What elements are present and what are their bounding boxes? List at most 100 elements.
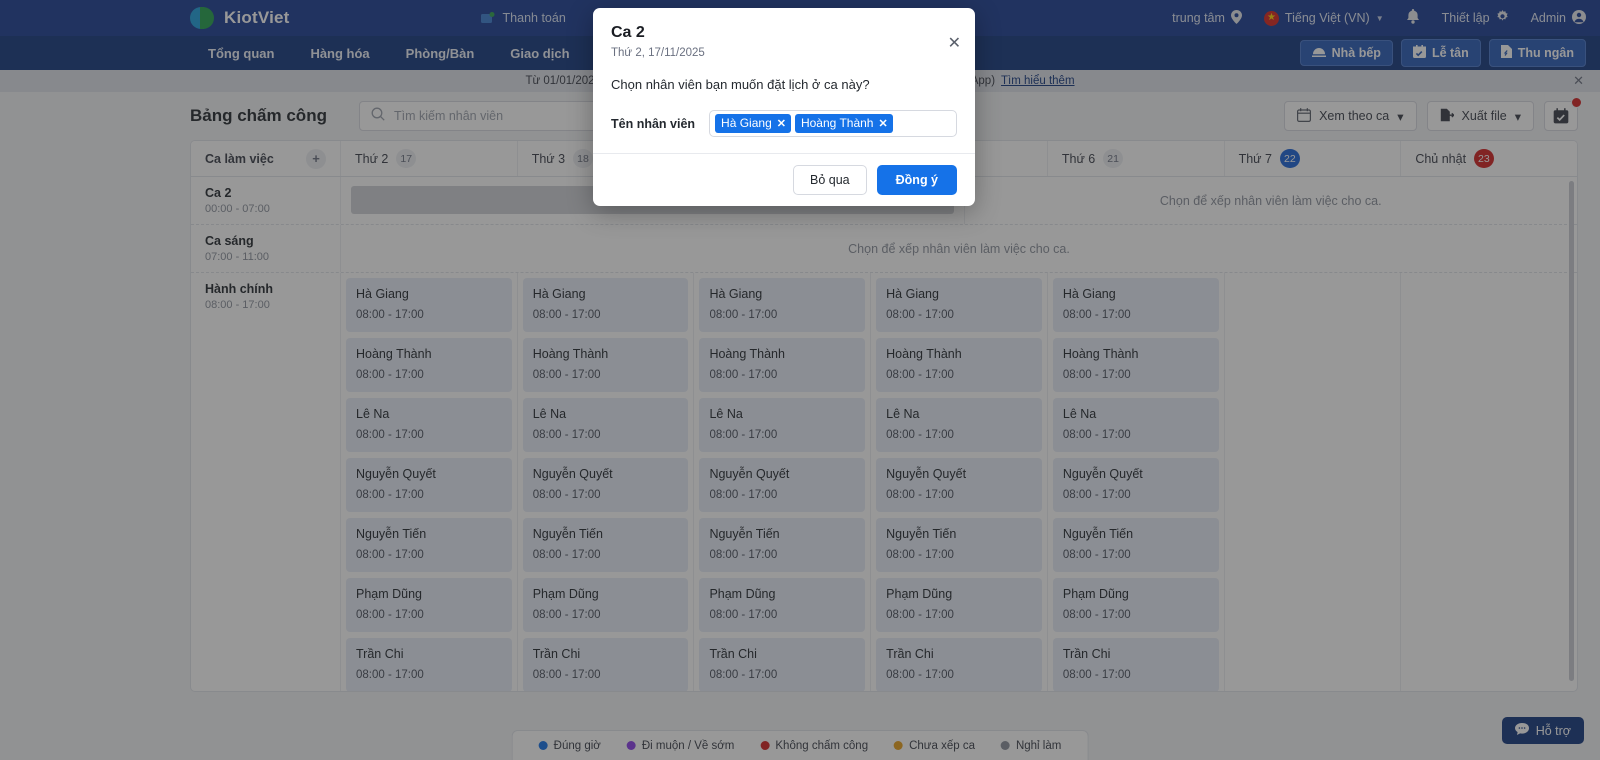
employee-tag-input[interactable]: Hà Giang ✕ Hoàng Thành ✕	[709, 110, 957, 137]
nav-item-giao-dich[interactable]: Giao dịch	[510, 45, 570, 61]
employee-chip[interactable]: Hà Giang 08:00 - 17:00	[699, 278, 866, 332]
confirm-button[interactable]: Đồng ý	[876, 165, 957, 195]
column-header-day-5[interactable]: Thứ 7 22	[1225, 141, 1402, 176]
employee-chip[interactable]: Nguyễn Tiến 08:00 - 17:00	[699, 518, 866, 572]
employee-chip[interactable]: Trần Chi 08:00 - 17:00	[1052, 638, 1219, 691]
support-button[interactable]: Hỗ trợ	[1501, 717, 1584, 744]
vertical-scrollbar[interactable]	[1569, 181, 1574, 681]
employee-name: Lê Na	[1062, 407, 1097, 421]
schedule-cell[interactable]: Hà Giang 08:00 - 17:00 Hoàng Thành 08:00 -…	[694, 273, 872, 691]
employee-shift-time: 08:00 - 17:00	[1062, 669, 1131, 681]
nav-item-hang-hoa[interactable]: Hàng hóa	[310, 45, 370, 61]
employee-chip[interactable]: Trần Chi 08:00 - 17:00	[522, 638, 689, 691]
column-header-day-0[interactable]: Thứ 2 17	[341, 141, 518, 176]
employee-chip[interactable]: Phạm Dũng 08:00 - 17:00	[522, 578, 689, 632]
employee-chip[interactable]: Hoàng Thành 08:00 - 17:00	[1052, 338, 1219, 392]
close-icon[interactable]: ✕	[1573, 73, 1584, 88]
employee-chip[interactable]: Nguyễn Quyết 08:00 - 17:00	[699, 458, 866, 512]
employee-chip[interactable]: Nguyễn Tiến 08:00 - 17:00	[522, 518, 689, 572]
column-header-day-1[interactable]: Thứ 3 18	[518, 141, 695, 176]
employee-chip[interactable]: Hoàng Thành 08:00 - 17:00	[522, 338, 689, 392]
le-tan-button[interactable]: Lễ tân	[1400, 39, 1481, 67]
employee-chip[interactable]: Hà Giang 08:00 - 17:00	[346, 278, 512, 332]
remove-tag-icon[interactable]: ✕	[878, 117, 888, 130]
employee-chip[interactable]: Nguyễn Quyết 08:00 - 17:00	[1052, 458, 1219, 512]
cancel-button[interactable]: Bỏ qua	[793, 165, 867, 195]
account-button[interactable]: Admin	[1531, 9, 1586, 27]
remove-tag-icon[interactable]: ✕	[776, 117, 786, 130]
employee-chip[interactable]: Nguyễn Tiến 08:00 - 17:00	[1052, 518, 1219, 572]
employee-chip[interactable]: Hà Giang 08:00 - 17:00	[876, 278, 1042, 332]
employee-chip[interactable]: Nguyễn Quyết 08:00 - 17:00	[876, 458, 1042, 512]
schedule-cell[interactable]	[1225, 273, 1402, 691]
employee-chip[interactable]: Phạm Dũng 08:00 - 17:00	[1052, 578, 1219, 632]
add-shift-button[interactable]: +	[306, 148, 326, 169]
employee-tag[interactable]: Hoàng Thành ✕	[794, 114, 893, 133]
employee-shift-time: 08:00 - 17:00	[356, 549, 424, 561]
employee-shift-time: 08:00 - 17:00	[532, 549, 601, 561]
employee-chip[interactable]: Trần Chi 08:00 - 17:00	[699, 638, 866, 691]
close-icon[interactable]: ✕	[947, 35, 961, 52]
employee-name: Hoàng Thành	[1062, 347, 1139, 361]
employee-tag-label: Hoàng Thành	[800, 116, 874, 130]
language-selector[interactable]: ★ Tiếng Việt (VN) ▼	[1263, 10, 1384, 26]
employee-chip[interactable]: Hà Giang 08:00 - 17:00	[522, 278, 689, 332]
schedule-cell[interactable]: Hà Giang 08:00 - 17:00 Hoàng Thành 08:00 -…	[1048, 273, 1225, 691]
employee-chip[interactable]: Trần Chi 08:00 - 17:00	[876, 638, 1042, 691]
employee-chip[interactable]: Lê Na 08:00 - 17:00	[699, 398, 866, 452]
thu-ngan-button[interactable]: Thu ngân	[1488, 39, 1586, 67]
employee-chip[interactable]: Lê Na 08:00 - 17:00	[346, 398, 512, 452]
user-icon	[1572, 9, 1586, 27]
employee-chip[interactable]: Hoàng Thành 08:00 - 17:00	[699, 338, 866, 392]
brand-area[interactable]: KiotViet	[0, 7, 290, 29]
row-cells: Hà Giang 08:00 - 17:00 Hoàng Thành 08:00 -…	[341, 273, 1577, 691]
employee-chip[interactable]: Nguyễn Quyết 08:00 - 17:00	[346, 458, 512, 512]
nha-bep-button[interactable]: Nhà bếp	[1299, 40, 1393, 66]
export-file-button[interactable]: Xuất file ▾	[1426, 101, 1534, 131]
employee-chip[interactable]: Lê Na 08:00 - 17:00	[522, 398, 689, 452]
empty-shift-hint[interactable]: Chọn để xếp nhân viên làm việc cho ca.	[1159, 193, 1382, 208]
notifications-button[interactable]	[1406, 9, 1420, 27]
schedule-cell[interactable]: Hà Giang 08:00 - 17:00 Hoàng Thành 08:00 -…	[871, 273, 1048, 691]
view-by-shift-label: Xem theo ca	[1319, 109, 1390, 123]
employee-shift-time: 08:00 - 17:00	[886, 549, 954, 561]
column-header-day-6[interactable]: Chủ nhật 23	[1401, 141, 1577, 176]
employee-chip[interactable]: Hoàng Thành 08:00 - 17:00	[876, 338, 1042, 392]
employee-chip[interactable]: Phạm Dũng 08:00 - 17:00	[346, 578, 512, 632]
legend-dot-icon	[626, 741, 636, 750]
calendar-check-button[interactable]	[1544, 97, 1582, 131]
empty-shift-hint[interactable]: Chọn để xếp nhân viên làm việc cho ca.	[848, 241, 1070, 256]
column-header-day-4[interactable]: Thứ 6 21	[1048, 141, 1225, 176]
announcement-link[interactable]: Tìm hiểu thêm	[1001, 75, 1075, 87]
flag-vn-icon: ★	[1263, 10, 1279, 26]
settings-button[interactable]: Thiết lập	[1442, 10, 1509, 26]
employee-chip[interactable]: Nguyễn Tiến 08:00 - 17:00	[876, 518, 1042, 572]
employee-chip[interactable]: Hoàng Thành 08:00 - 17:00	[346, 338, 512, 392]
employee-tag[interactable]: Hà Giang ✕	[715, 114, 791, 133]
branch-selector[interactable]: trung tâm	[1172, 9, 1242, 27]
schedule-cell[interactable]: Hà Giang 08:00 - 17:00 Hoàng Thành 08:00 -…	[341, 273, 518, 691]
legend-item-0: Đúng giờ	[538, 740, 601, 752]
employee-chip[interactable]: Lê Na 08:00 - 17:00	[1052, 398, 1219, 452]
nav-item-tong-quan[interactable]: Tổng quan	[208, 45, 275, 61]
view-by-shift-button[interactable]: Xem theo ca ▾	[1284, 101, 1417, 131]
employee-chip[interactable]: Phạm Dũng 08:00 - 17:00	[876, 578, 1042, 632]
nav-item-phong-ban[interactable]: Phòng/Bàn	[405, 45, 475, 61]
employee-shift-time: 08:00 - 17:00	[886, 309, 954, 321]
employee-chip[interactable]: Trần Chi 08:00 - 17:00	[346, 638, 512, 691]
employee-chip[interactable]: Hà Giang 08:00 - 17:00	[1052, 278, 1219, 332]
employee-chip[interactable]: Nguyễn Quyết 08:00 - 17:00	[522, 458, 689, 512]
employee-name: Nguyễn Quyết	[1062, 467, 1143, 481]
employee-chip[interactable]: Phạm Dũng 08:00 - 17:00	[699, 578, 866, 632]
schedule-cell[interactable]: Hà Giang 08:00 - 17:00 Hoàng Thành 08:00 -…	[518, 273, 695, 691]
page-title: Bảng chấm công	[190, 106, 327, 125]
employee-name: Nguyễn Tiến	[532, 527, 603, 541]
employee-name: Nguyễn Quyết	[356, 467, 436, 481]
export-file-label: Xuất file	[1461, 109, 1507, 123]
shift-time: 00:00 - 07:00	[205, 203, 270, 215]
topbar-item-payment[interactable]: Thanh toán	[480, 10, 566, 26]
employee-chip[interactable]: Nguyễn Tiến 08:00 - 17:00	[346, 518, 512, 572]
chevron-down-icon: ▾	[1514, 109, 1521, 124]
employee-chip[interactable]: Lê Na 08:00 - 17:00	[876, 398, 1042, 452]
row-shift-info: Ca 2 00:00 - 07:00	[191, 177, 341, 224]
